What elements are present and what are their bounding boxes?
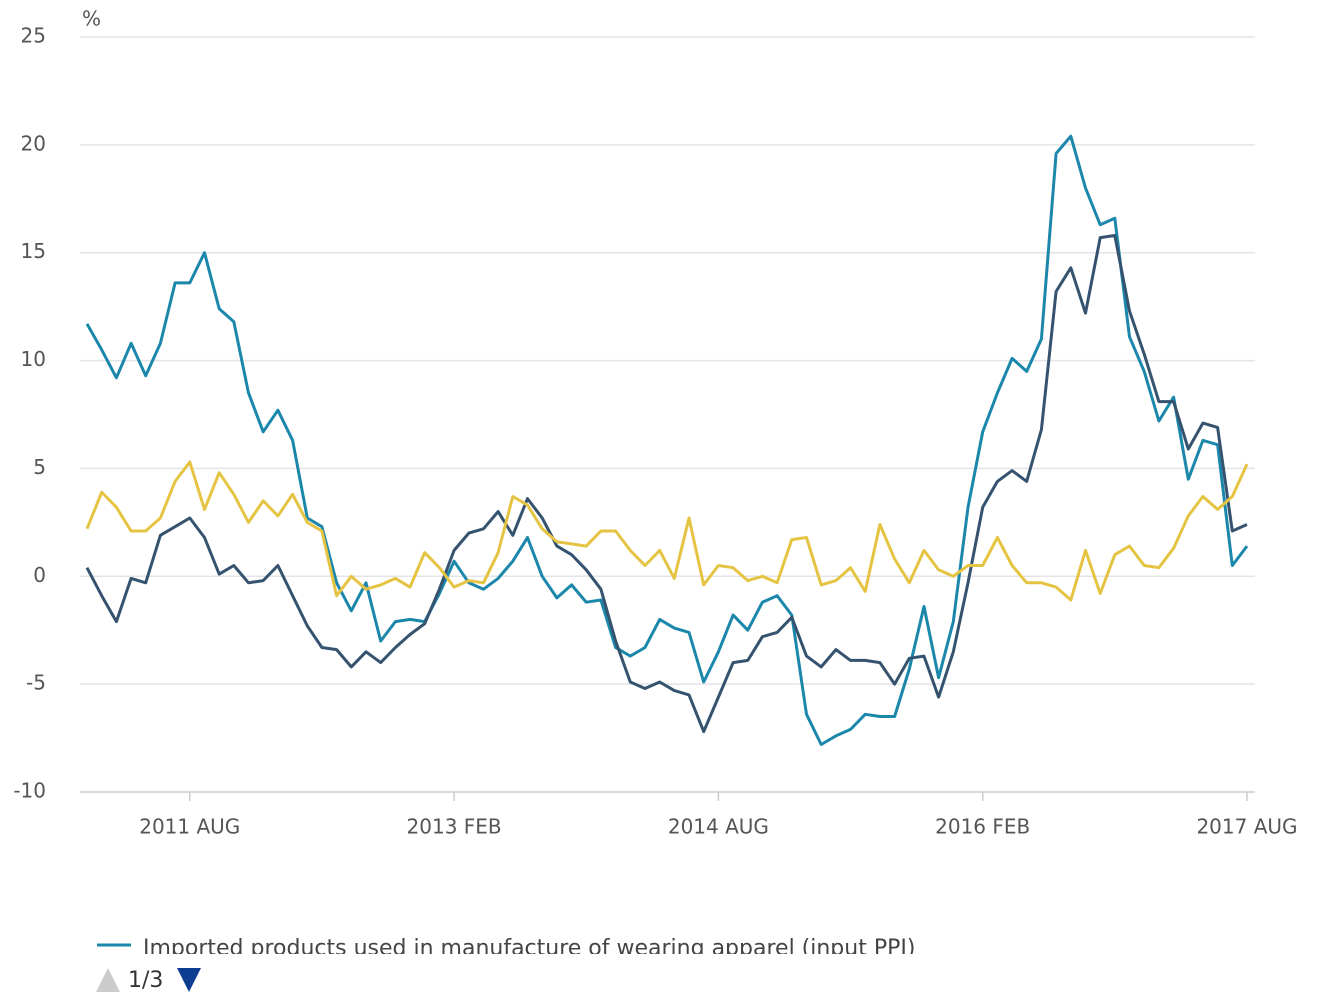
y-tick-label: -5	[26, 671, 46, 695]
x-tick-label: 2013 FEB	[407, 815, 502, 839]
legend-pager: 1/3	[128, 968, 163, 993]
y-tick-label: 15	[21, 239, 46, 263]
lines	[85, 134, 1249, 746]
pager-next[interactable]	[177, 968, 201, 992]
y-tick-label: -10	[13, 779, 46, 803]
y-unit: %	[82, 7, 101, 31]
legend-label: Imported products used in manufacture of…	[143, 936, 915, 961]
x-tick-label: 2011 AUG	[139, 815, 240, 839]
y-tick-label: 25	[21, 24, 46, 48]
legend: Imported products used in manufacture of…	[97, 936, 915, 961]
grid: -10 -5 0 5 10 15 20 25 2011 AUG 2013 FEB 2014 AUG 2…	[13, 24, 1297, 839]
series-line	[85, 134, 1249, 746]
y-tick-label: 20	[21, 131, 46, 155]
y-tick-label: 5	[33, 455, 46, 479]
x-tick-label: 2016 FEB	[935, 815, 1030, 839]
pager-prev[interactable]	[96, 968, 120, 992]
series-line	[85, 234, 1248, 734]
y-tick-label: 10	[21, 347, 46, 371]
x-tick-label: 2017 AUG	[1196, 815, 1297, 839]
series-line	[85, 460, 1249, 602]
y-tick-label: 0	[33, 563, 46, 587]
x-tick-label: 2014 AUG	[668, 815, 769, 839]
